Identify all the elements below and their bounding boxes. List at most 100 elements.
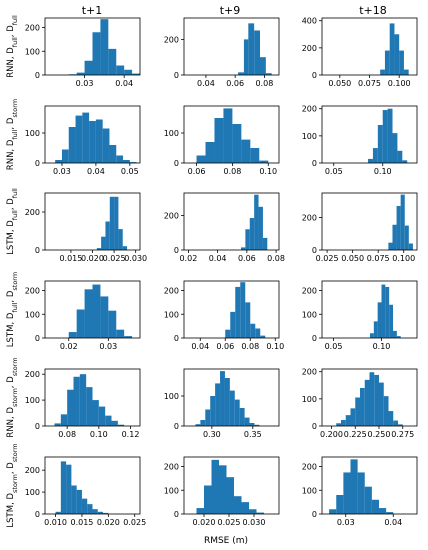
y-tick-label: 100 xyxy=(25,129,40,138)
histogram-bar xyxy=(249,509,257,514)
x-tick-label: 0.05 xyxy=(325,167,343,176)
histogram-bar xyxy=(100,19,109,75)
histogram-bar xyxy=(396,336,401,338)
histogram-bar xyxy=(122,246,128,250)
row-label: LSTM, Dstorm, Dstorm xyxy=(6,443,19,527)
histogram-bar xyxy=(241,247,246,250)
axes-frame xyxy=(183,105,280,164)
x-tick-label: 0.03 xyxy=(99,342,117,351)
y-tick-label: 0 xyxy=(174,246,179,255)
x-tick-label: 0.08 xyxy=(223,167,241,176)
histogram-bar xyxy=(61,149,69,163)
histogram-bar xyxy=(387,108,393,163)
column-title-t9: t+9 xyxy=(220,4,241,17)
histogram-bar xyxy=(254,424,260,426)
histogram-bar xyxy=(98,406,106,426)
x-tick-label: 0.030 xyxy=(243,518,266,527)
histogram-bar xyxy=(248,23,255,75)
histogram-bar xyxy=(103,512,109,514)
histogram-bar xyxy=(368,158,373,163)
histogram-panel: 0.03 0.04 0 100 200 xyxy=(302,456,418,527)
histogram-bar xyxy=(402,160,408,163)
x-tick-label: 0.10 xyxy=(373,342,391,351)
histogram-bar xyxy=(341,420,346,426)
y-tick-label: 200 xyxy=(302,213,317,222)
axes-frame xyxy=(44,192,141,251)
histogram-bar xyxy=(255,328,261,338)
x-tick-label: 0.100 xyxy=(388,79,411,88)
y-tick-label: 0 xyxy=(35,71,40,80)
y-tick-label: 0 xyxy=(174,71,179,80)
histogram-bar xyxy=(245,302,251,338)
histogram-bar xyxy=(389,23,395,75)
histogram-bar xyxy=(250,323,256,338)
histogram-panel: 0.05 0.10 0 100 200 xyxy=(302,105,418,176)
y-tick-label: 0 xyxy=(35,422,40,431)
x-tick-label: 0.04 xyxy=(197,79,215,88)
histogram-bar xyxy=(249,218,255,250)
x-tick-label: 0.05 xyxy=(121,167,139,176)
histogram-bar xyxy=(204,485,212,514)
x-tick-label: 0.025 xyxy=(103,254,126,263)
y-tick-label: 200 xyxy=(164,211,179,220)
histogram-bar xyxy=(226,477,234,514)
x-tick-label: 0.04 xyxy=(87,167,105,176)
histogram-bar xyxy=(225,329,231,338)
histogram-bar xyxy=(381,284,386,338)
y-tick-label: 0 xyxy=(174,159,179,168)
histogram-bar xyxy=(96,248,102,250)
histogram-bar xyxy=(360,388,365,426)
histogram-bar xyxy=(388,411,394,426)
column-title-t18: t+18 xyxy=(359,4,387,17)
histogram-bar xyxy=(258,206,263,250)
y-tick-label: 200 xyxy=(302,368,317,377)
histogram-bar xyxy=(393,420,398,426)
histogram-bar xyxy=(82,112,90,163)
histogram-bar xyxy=(92,32,101,75)
row-label: LSTM, Dfull, Dstorm xyxy=(6,272,19,347)
histogram-panel: 0.04 0.06 0.08 0 200 xyxy=(164,17,280,88)
histogram-bar xyxy=(195,424,201,426)
histogram-bar xyxy=(336,495,344,514)
x-tick-label: 0.025 xyxy=(218,518,241,527)
histogram-bar xyxy=(244,417,250,426)
histogram-panel: 0.03 0.04 0 100 200 xyxy=(25,17,141,88)
histogram-bar xyxy=(343,472,351,514)
histogram-bar xyxy=(377,125,383,163)
histogram-bar xyxy=(223,108,233,163)
x-tick-label: 0.050 xyxy=(328,79,351,88)
histogram-bar xyxy=(265,73,272,75)
column-titles: t+1 t+9 t+18 xyxy=(82,4,387,17)
x-axis-label: RMSE (m) xyxy=(204,536,248,546)
histogram-bar xyxy=(243,39,249,75)
histogram-panel: 0.050 0.075 0.100 0 200 400 xyxy=(302,17,418,88)
histogram-bar xyxy=(397,150,403,163)
histogram-bar xyxy=(116,65,125,75)
histogram-panel: 0.02 0.03 0 100 200 xyxy=(25,280,141,351)
x-tick-label: 0.225 xyxy=(344,430,367,439)
histogram-bar xyxy=(215,383,221,426)
y-tick-label: 0 xyxy=(312,334,317,343)
histogram-bar xyxy=(87,504,93,514)
y-tick-label: 100 xyxy=(164,486,179,495)
histogram-bar xyxy=(229,390,235,426)
y-tick-label: 200 xyxy=(302,463,317,472)
histogram-bar xyxy=(403,69,409,75)
histogram-bar xyxy=(400,194,405,250)
histogram-bar xyxy=(238,72,244,75)
axes-frame xyxy=(321,192,418,251)
histogram-bar xyxy=(67,389,74,426)
histogram-bar xyxy=(66,464,72,514)
histogram-bar xyxy=(54,423,61,426)
axes-frame xyxy=(44,105,141,164)
histogram-bar xyxy=(241,502,249,514)
row-labels: RNN, Dfull, Dfull RNN, Dfull, Dstorm LSTM,… xyxy=(6,15,19,528)
histogram-bar xyxy=(105,221,110,250)
y-tick-label: 100 xyxy=(25,47,40,56)
histogram-bar xyxy=(92,509,98,514)
histogram-bar xyxy=(92,400,99,426)
y-tick-label: 100 xyxy=(302,132,317,141)
histogram-bar xyxy=(101,236,106,250)
y-tick-label: 0 xyxy=(312,510,317,519)
